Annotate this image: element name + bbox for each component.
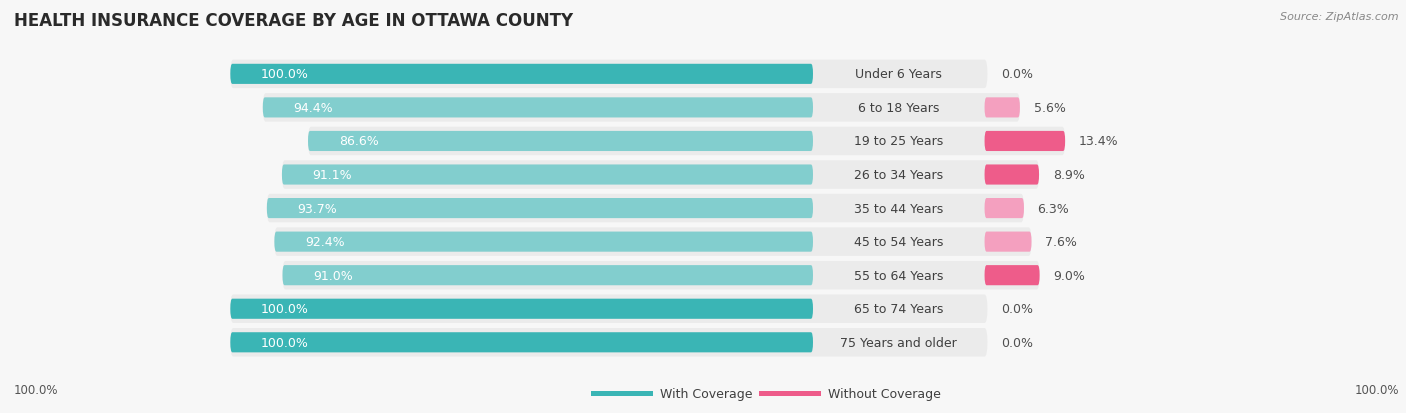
Text: 100.0%: 100.0% — [14, 384, 59, 396]
Text: 35 to 44 Years: 35 to 44 Years — [855, 202, 943, 215]
Text: Without Coverage: Without Coverage — [828, 387, 941, 400]
FancyBboxPatch shape — [283, 266, 813, 285]
Text: With Coverage: With Coverage — [659, 387, 752, 400]
Text: 65 to 74 Years: 65 to 74 Years — [853, 302, 943, 316]
Text: 9.0%: 9.0% — [1053, 269, 1085, 282]
Text: Source: ZipAtlas.com: Source: ZipAtlas.com — [1281, 12, 1399, 22]
FancyBboxPatch shape — [263, 94, 1019, 122]
Text: 8.9%: 8.9% — [1053, 169, 1084, 182]
FancyBboxPatch shape — [283, 161, 1039, 189]
FancyBboxPatch shape — [984, 232, 1032, 252]
FancyBboxPatch shape — [231, 328, 987, 357]
Text: 100.0%: 100.0% — [262, 336, 309, 349]
Text: 0.0%: 0.0% — [1001, 68, 1033, 81]
Text: HEALTH INSURANCE COVERAGE BY AGE IN OTTAWA COUNTY: HEALTH INSURANCE COVERAGE BY AGE IN OTTA… — [14, 12, 574, 30]
Text: 0.0%: 0.0% — [1001, 302, 1033, 316]
FancyBboxPatch shape — [283, 165, 813, 185]
Text: 86.6%: 86.6% — [339, 135, 378, 148]
Text: 100.0%: 100.0% — [262, 302, 309, 316]
Text: 100.0%: 100.0% — [262, 68, 309, 81]
Text: 7.6%: 7.6% — [1045, 235, 1077, 249]
Text: 100.0%: 100.0% — [1354, 384, 1399, 396]
Text: 93.7%: 93.7% — [298, 202, 337, 215]
FancyBboxPatch shape — [283, 261, 1039, 290]
Text: 45 to 54 Years: 45 to 54 Years — [853, 235, 943, 249]
FancyBboxPatch shape — [984, 132, 1066, 152]
Text: 13.4%: 13.4% — [1078, 135, 1118, 148]
FancyBboxPatch shape — [231, 60, 987, 89]
Text: 92.4%: 92.4% — [305, 235, 344, 249]
FancyBboxPatch shape — [274, 232, 813, 252]
FancyBboxPatch shape — [231, 299, 813, 319]
Text: 91.1%: 91.1% — [312, 169, 353, 182]
FancyBboxPatch shape — [984, 199, 1024, 218]
FancyBboxPatch shape — [308, 132, 813, 152]
FancyBboxPatch shape — [231, 64, 813, 85]
Text: 6.3%: 6.3% — [1038, 202, 1070, 215]
FancyBboxPatch shape — [267, 199, 813, 218]
FancyBboxPatch shape — [267, 195, 1024, 223]
Text: 0.0%: 0.0% — [1001, 336, 1033, 349]
FancyBboxPatch shape — [984, 266, 1039, 285]
FancyBboxPatch shape — [231, 332, 813, 353]
Text: 91.0%: 91.0% — [314, 269, 353, 282]
Text: 19 to 25 Years: 19 to 25 Years — [855, 135, 943, 148]
Text: 55 to 64 Years: 55 to 64 Years — [853, 269, 943, 282]
FancyBboxPatch shape — [984, 165, 1039, 185]
Text: 5.6%: 5.6% — [1033, 102, 1066, 115]
Text: 26 to 34 Years: 26 to 34 Years — [855, 169, 943, 182]
FancyBboxPatch shape — [231, 295, 987, 323]
FancyBboxPatch shape — [263, 98, 813, 118]
Text: 6 to 18 Years: 6 to 18 Years — [858, 102, 939, 115]
FancyBboxPatch shape — [274, 228, 1032, 256]
FancyBboxPatch shape — [308, 127, 1066, 156]
Text: 94.4%: 94.4% — [294, 102, 333, 115]
Text: Under 6 Years: Under 6 Years — [855, 68, 942, 81]
FancyBboxPatch shape — [984, 98, 1019, 118]
Text: 75 Years and older: 75 Years and older — [841, 336, 957, 349]
